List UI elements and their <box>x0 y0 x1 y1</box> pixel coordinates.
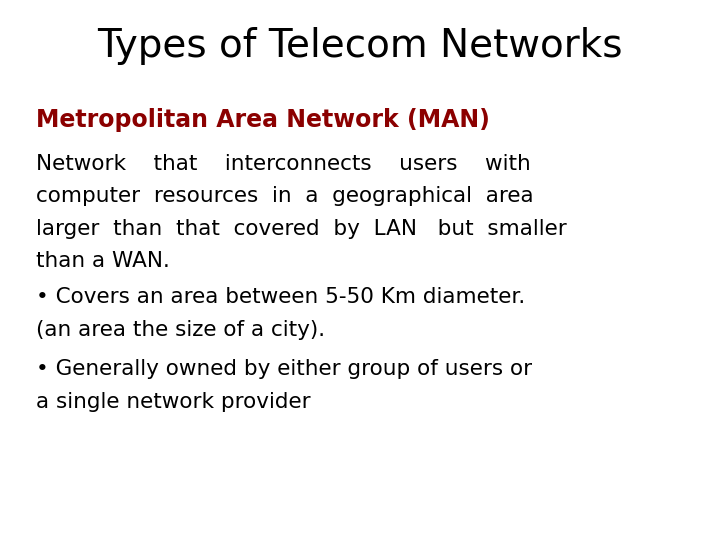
Text: • Generally owned by either group of users or: • Generally owned by either group of use… <box>36 359 532 379</box>
Text: • Covers an area between 5-50 Km diameter.: • Covers an area between 5-50 Km diamete… <box>36 287 526 307</box>
Text: than a WAN.: than a WAN. <box>36 251 170 271</box>
Text: larger  than  that  covered  by  LAN   but  smaller: larger than that covered by LAN but smal… <box>36 219 567 239</box>
Text: Types of Telecom Networks: Types of Telecom Networks <box>97 27 623 65</box>
Text: computer  resources  in  a  geographical  area: computer resources in a geographical are… <box>36 186 534 206</box>
Text: a single network provider: a single network provider <box>36 392 310 411</box>
Text: (an area the size of a city).: (an area the size of a city). <box>36 320 325 340</box>
Text: Metropolitan Area Network (MAN): Metropolitan Area Network (MAN) <box>36 108 490 132</box>
Text: Network    that    interconnects    users    with: Network that interconnects users with <box>36 154 531 174</box>
